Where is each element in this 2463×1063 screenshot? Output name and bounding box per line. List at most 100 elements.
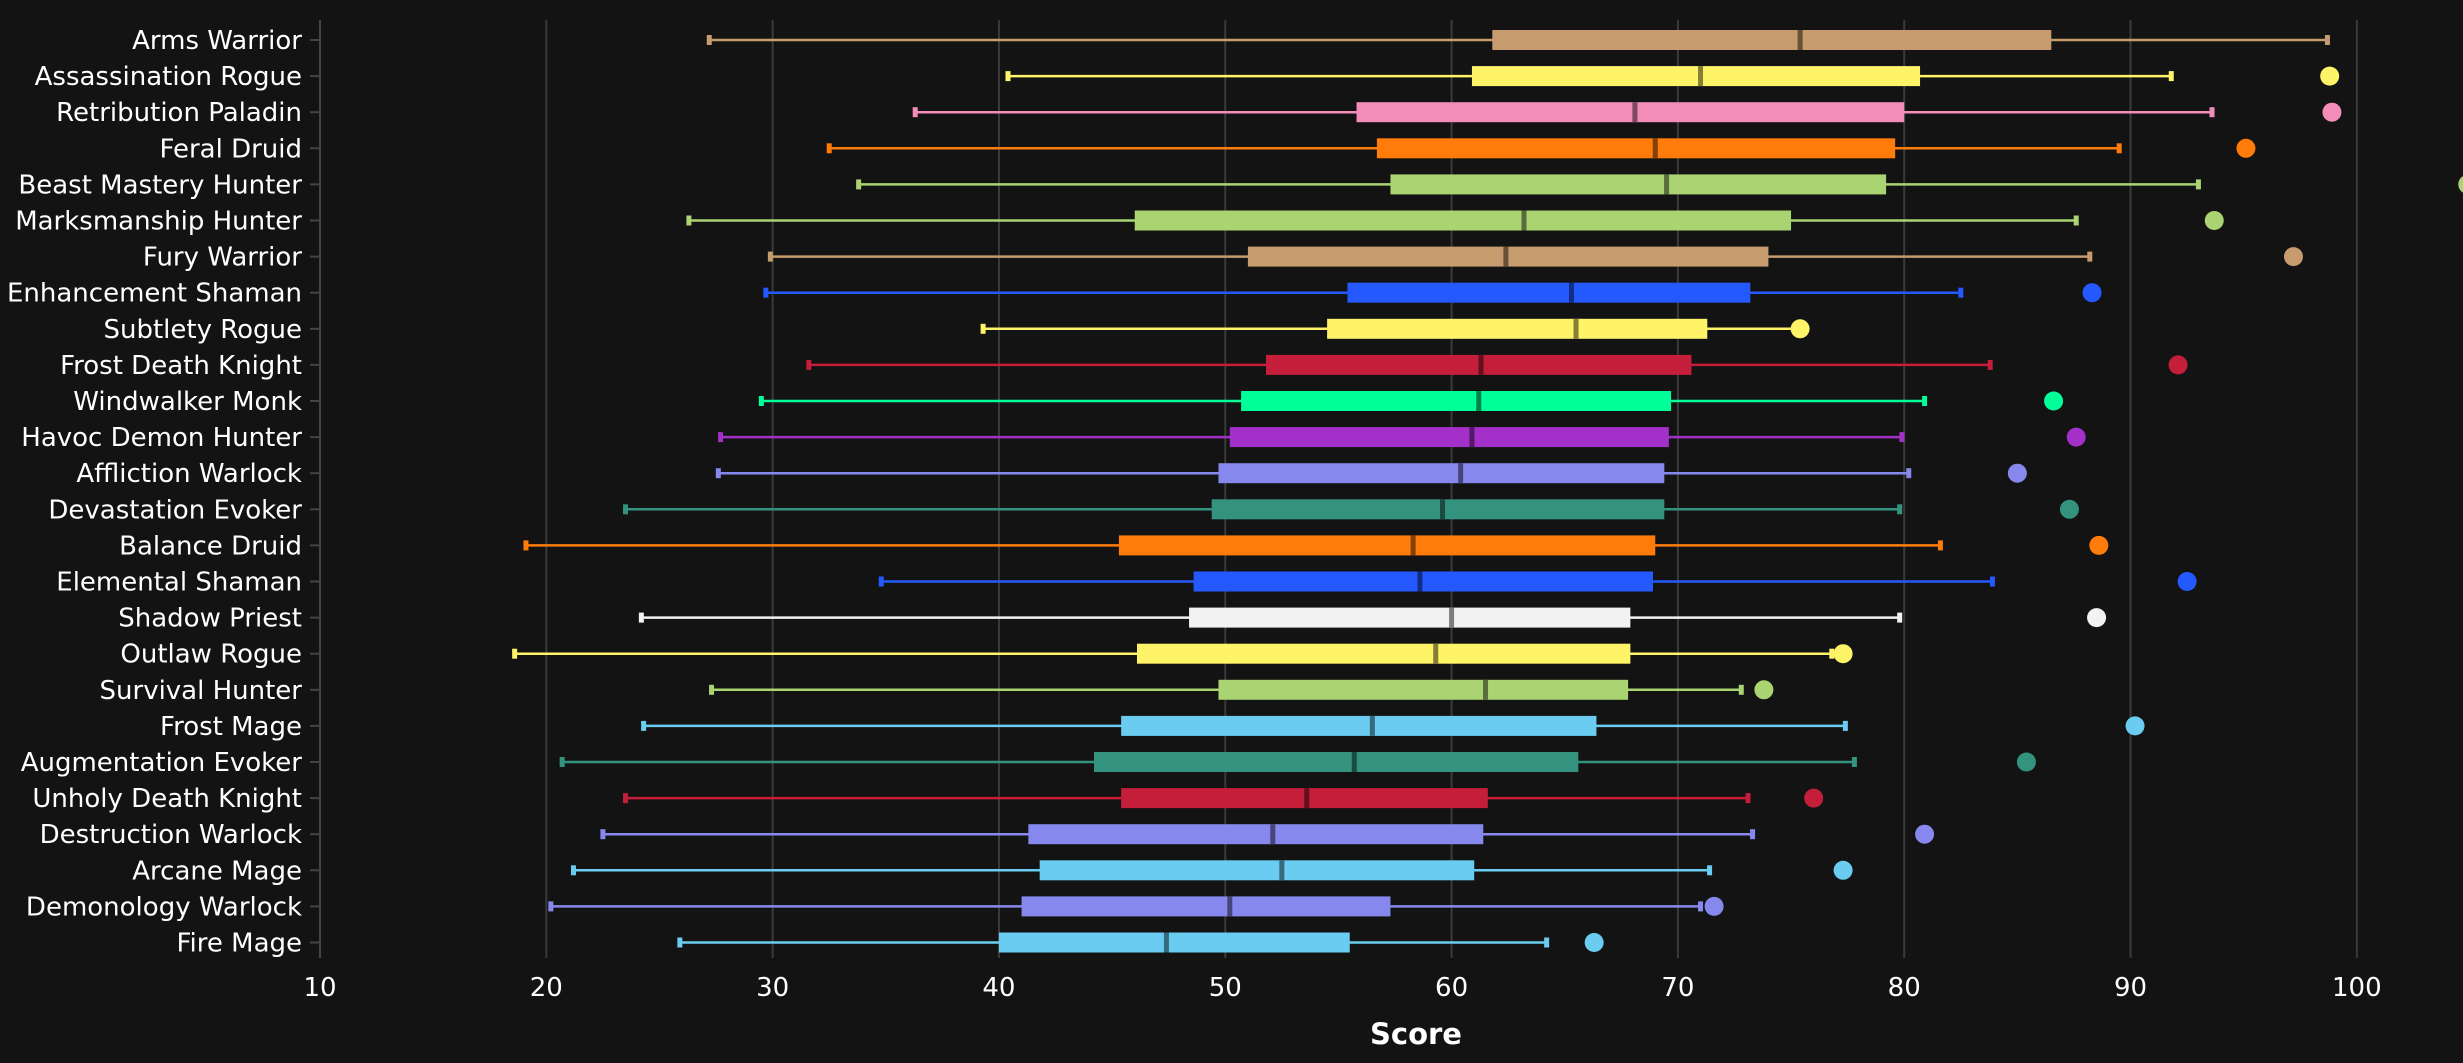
outlier-point <box>2089 535 2109 555</box>
median-marker <box>1698 66 1704 87</box>
median-shade <box>1664 174 1670 195</box>
iqr-box <box>1137 643 1631 664</box>
iqr-box <box>1134 210 1792 231</box>
category-label: Windwalker Monk <box>73 387 302 417</box>
whisker-cap-max <box>1745 793 1751 804</box>
outlier-point <box>2044 391 2064 411</box>
whisker-cap-max <box>2073 215 2079 226</box>
whisker-cap-max <box>2116 143 2122 154</box>
outlier-point <box>2236 138 2256 158</box>
median-marker <box>1351 752 1357 772</box>
outlier-point <box>1704 896 1724 916</box>
box-row <box>856 174 2463 195</box>
box-row <box>548 896 1724 917</box>
whisker-cap-max <box>1544 937 1550 948</box>
category-label: Balance Druid <box>119 531 302 561</box>
outlier-point <box>2283 247 2303 267</box>
iqr-box <box>1492 30 2052 50</box>
category-label: Unholy Death Knight <box>32 784 302 814</box>
box-row <box>623 499 2079 520</box>
median-marker <box>1483 679 1489 700</box>
iqr-box <box>1229 427 1669 448</box>
whisker-cap-min <box>856 179 862 190</box>
whisker-cap-min <box>763 287 769 298</box>
iqr-box <box>1390 174 1887 195</box>
box-row <box>763 282 2102 303</box>
category-label: Marksmanship Hunter <box>15 207 302 237</box>
median-marker <box>1664 174 1670 195</box>
whisker-cap-min <box>1005 71 1011 82</box>
median-marker <box>1458 463 1464 484</box>
box-row <box>806 354 2188 375</box>
median-marker <box>1569 282 1575 303</box>
whisker-cap-max <box>2324 35 2330 45</box>
median-marker <box>1433 643 1439 664</box>
category-label: Arms Warrior <box>132 26 302 56</box>
median-shade <box>1478 354 1484 375</box>
median-marker <box>1304 788 1310 809</box>
whisker-cap-max <box>1842 720 1848 731</box>
median-marker <box>1573 318 1579 339</box>
median-shade <box>1569 282 1575 303</box>
box-row <box>715 463 2027 484</box>
median-marker <box>1417 571 1423 592</box>
median-marker <box>1503 246 1509 267</box>
box-row <box>623 788 1824 809</box>
category-label: Subtlety Rogue <box>103 315 302 345</box>
whisker-cap-min <box>638 612 644 623</box>
whisker-cap-max <box>1707 865 1713 876</box>
whisker-cap-max <box>1851 757 1857 767</box>
median-shade <box>1440 499 1446 520</box>
whisker-cap-min <box>806 359 812 370</box>
iqr-box <box>1021 896 1391 917</box>
category-label: Outlaw Rogue <box>120 640 302 670</box>
whisker-cap-max <box>1987 359 1993 370</box>
category-label: Fire Mage <box>176 929 302 959</box>
median-shade <box>1279 860 1285 881</box>
median-marker <box>1369 715 1375 736</box>
median-marker <box>1449 607 1455 628</box>
iqr-box <box>1193 571 1653 592</box>
whisker-cap-min <box>878 576 884 587</box>
category-label: Frost Death Knight <box>60 351 302 381</box>
category-label: Havoc Demon Hunter <box>21 423 302 453</box>
x-tick-label: 30 <box>756 973 789 1003</box>
outlier-point <box>1584 933 1604 952</box>
category-label: Beast Mastery Hunter <box>18 170 302 200</box>
median-marker <box>1652 138 1658 159</box>
whisker-cap-min <box>641 720 647 731</box>
box-row <box>686 210 2224 231</box>
category-label: Frost Mage <box>160 712 302 742</box>
median-shade <box>1410 535 1416 556</box>
category-label: Shadow Priest <box>118 604 302 634</box>
outlier-point <box>2125 716 2145 736</box>
iqr-box <box>1241 391 1672 411</box>
median-shade <box>1483 679 1489 700</box>
whisker-cap-min <box>758 396 764 406</box>
category-label: Affliction Warlock <box>76 459 302 489</box>
plot-area <box>512 30 2463 953</box>
whisker-cap-min <box>980 323 986 334</box>
x-axis-title: Score <box>1370 1017 1462 1051</box>
median-shade <box>1433 643 1439 664</box>
median-shade <box>1458 463 1464 484</box>
box-row <box>600 824 1935 845</box>
median-marker <box>1410 535 1416 556</box>
x-tick-label: 60 <box>1435 973 1468 1003</box>
x-tick-label: 70 <box>1661 973 1694 1003</box>
iqr-box <box>1211 499 1665 520</box>
iqr-box <box>1039 860 1475 881</box>
median-marker <box>1227 896 1233 917</box>
whisker-cap-max <box>1698 901 1704 912</box>
x-tick-label: 100 <box>2332 973 2382 1003</box>
whisker-cap-min <box>709 684 715 695</box>
whisker-cap-max <box>2195 179 2201 190</box>
category-label: Feral Druid <box>159 134 302 164</box>
whisker-cap-max <box>1897 612 1903 623</box>
outlier-point <box>2087 608 2107 628</box>
box-row <box>826 138 2256 159</box>
iqr-box <box>1327 318 1708 339</box>
whisker-cap-min <box>677 937 683 948</box>
category-label: Arcane Mage <box>132 856 302 886</box>
